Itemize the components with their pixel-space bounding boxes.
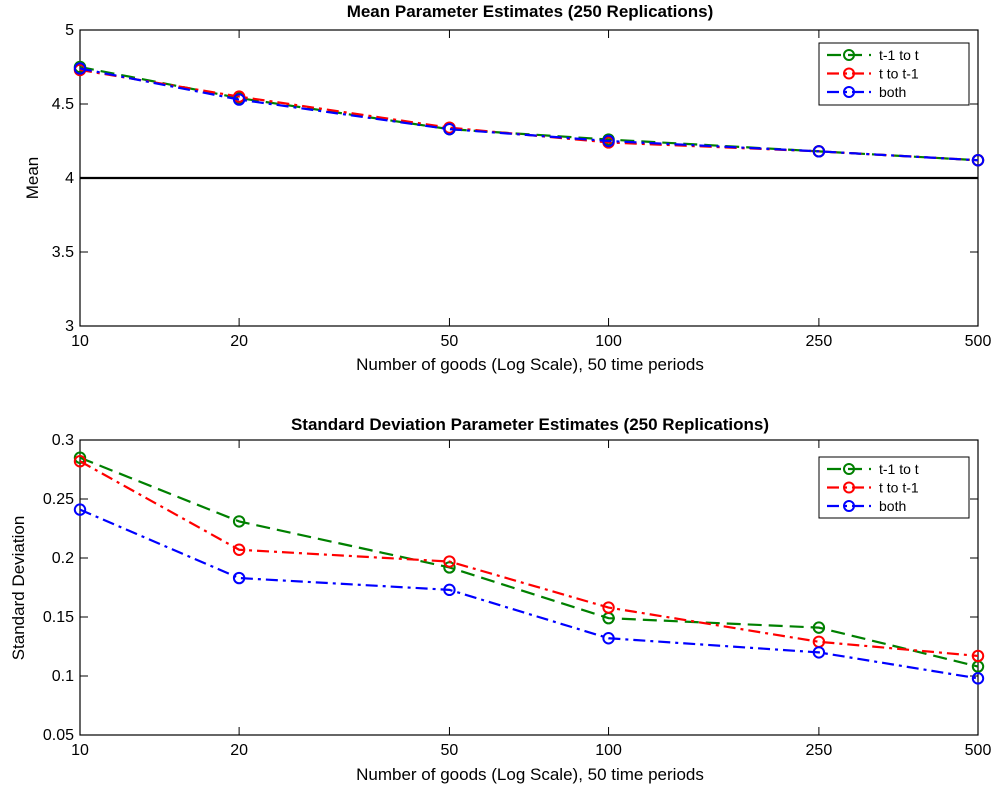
x-tick-label: 50 bbox=[441, 742, 459, 759]
x-tick-label: 10 bbox=[71, 742, 89, 759]
x-tick-label: 10 bbox=[71, 333, 89, 350]
data-point bbox=[971, 154, 985, 167]
y-tick-label: 4.5 bbox=[52, 96, 74, 113]
legend-swatch-marker bbox=[843, 49, 855, 61]
legend-label: t to t-1 bbox=[879, 480, 919, 496]
data-point bbox=[602, 601, 615, 614]
data-point bbox=[232, 543, 246, 556]
data-point bbox=[73, 503, 87, 516]
series-group bbox=[73, 60, 985, 167]
y-tick-label: 3 bbox=[65, 318, 74, 335]
x-tick-label: 20 bbox=[230, 742, 248, 759]
y-tick-label: 4 bbox=[65, 170, 74, 187]
legend-label: t-1 to t bbox=[879, 461, 919, 477]
data-point bbox=[232, 571, 246, 585]
x-tick-label: 100 bbox=[595, 742, 622, 759]
x-tick-label: 100 bbox=[595, 333, 622, 350]
data-point bbox=[73, 62, 87, 75]
series-group bbox=[73, 451, 985, 685]
legend-label: t-1 to t bbox=[879, 47, 919, 63]
legend-label: both bbox=[879, 498, 906, 514]
x-tick-label: 20 bbox=[230, 333, 248, 350]
legend-label: both bbox=[879, 84, 906, 100]
legend-swatch-marker bbox=[843, 86, 855, 98]
x-tick-label: 50 bbox=[441, 333, 459, 350]
x-axis-label: Number of goods (Log Scale), 50 time per… bbox=[356, 765, 704, 784]
data-point bbox=[443, 583, 456, 597]
series-line bbox=[79, 460, 979, 658]
data-point bbox=[232, 93, 246, 106]
chart-title: Standard Deviation Parameter Estimates (… bbox=[291, 415, 769, 434]
legend: t-1 to t t to t-1 both bbox=[818, 42, 970, 106]
x-tick-label: 250 bbox=[806, 333, 833, 350]
y-axis-label: Standard Deviation bbox=[9, 516, 28, 661]
x-axis-label: Number of goods (Log Scale), 50 time per… bbox=[356, 355, 704, 374]
data-point bbox=[971, 649, 985, 663]
data-point bbox=[812, 646, 826, 659]
data-point bbox=[812, 621, 826, 634]
y-tick-label: 0.05 bbox=[43, 727, 74, 744]
legend-swatch-marker bbox=[843, 500, 855, 512]
axis-ticks: 10 20 50 100 250 500 0.05 0.1 0.15 0.2 0.25 0.3 bbox=[43, 432, 992, 759]
series-line bbox=[79, 508, 979, 680]
data-point bbox=[602, 632, 615, 645]
y-tick-label: 0.1 bbox=[52, 668, 74, 685]
x-tick-label: 250 bbox=[806, 742, 833, 759]
axis-ticks: 10 20 50 100 250 500 3 3.5 4 4.5 5 bbox=[52, 22, 992, 350]
legend: t-1 to t t to t-1 both bbox=[818, 456, 970, 519]
data-point bbox=[443, 555, 456, 568]
mean-chart: Mean Parameter Estimates (250 Replicatio… bbox=[23, 2, 991, 374]
y-tick-label: 5 bbox=[65, 22, 74, 39]
y-tick-label: 0.15 bbox=[43, 609, 74, 626]
y-tick-label: 0.2 bbox=[52, 550, 74, 567]
series-line bbox=[79, 67, 979, 162]
legend-swatch-marker bbox=[843, 67, 855, 80]
data-point bbox=[73, 455, 87, 468]
y-tick-label: 0.3 bbox=[52, 432, 74, 449]
y-tick-label: 0.25 bbox=[43, 491, 74, 508]
data-point bbox=[232, 515, 246, 528]
data-point bbox=[812, 145, 826, 158]
x-tick-label: 500 bbox=[965, 333, 992, 350]
std-chart: Standard Deviation Parameter Estimates (… bbox=[9, 415, 991, 784]
series-line bbox=[79, 456, 979, 668]
data-point bbox=[971, 672, 985, 685]
legend-label: t to t-1 bbox=[879, 66, 919, 82]
legend-swatch-marker bbox=[843, 481, 855, 494]
chart-title: Mean Parameter Estimates (250 Replicatio… bbox=[347, 2, 714, 21]
y-tick-label: 3.5 bbox=[52, 244, 74, 261]
y-axis-label: Mean bbox=[23, 157, 42, 200]
data-point bbox=[73, 451, 87, 464]
x-tick-label: 500 bbox=[965, 742, 992, 759]
legend-swatch-marker bbox=[843, 463, 855, 475]
data-point bbox=[602, 134, 615, 148]
data-point bbox=[443, 122, 456, 136]
